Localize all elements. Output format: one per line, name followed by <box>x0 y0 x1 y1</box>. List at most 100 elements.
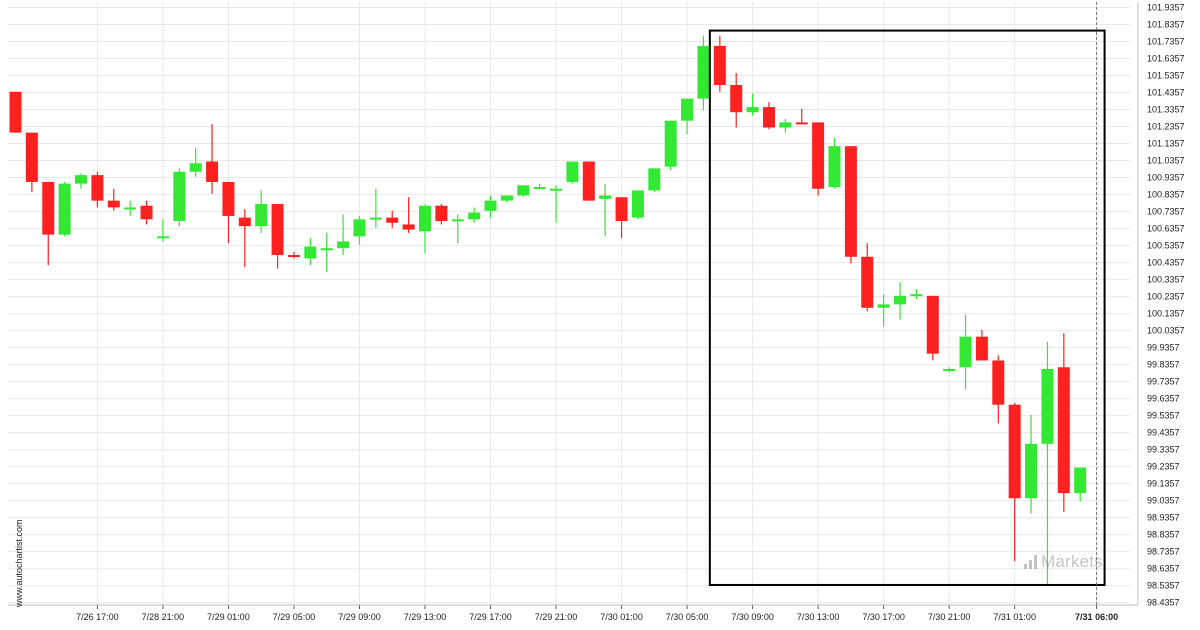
candlestick-series <box>9 35 1087 585</box>
x-tick-label: 7/29 13:00 <box>404 612 447 622</box>
y-tick-label: 98.8357 <box>1147 530 1180 540</box>
candle <box>795 108 808 125</box>
candle <box>500 195 513 203</box>
candle-body <box>615 197 628 222</box>
candle-body <box>402 224 415 230</box>
candle <box>468 207 481 223</box>
candle-body <box>337 241 350 249</box>
y-tick-label: 101.0357 <box>1147 156 1185 166</box>
candle-body <box>959 336 972 368</box>
candle-body <box>238 217 251 227</box>
candle <box>337 214 350 256</box>
candle-body <box>926 295 939 354</box>
watermark: www.autochartist.com <box>10 515 30 610</box>
candle <box>1057 333 1070 512</box>
y-tick-label: 99.1357 <box>1147 479 1180 489</box>
candle <box>1074 467 1087 502</box>
y-tick-label: 99.9357 <box>1147 343 1180 353</box>
candle <box>173 168 186 227</box>
candle <box>287 251 300 259</box>
candle-body <box>582 161 595 201</box>
candle <box>271 204 284 269</box>
candle-body <box>975 336 988 361</box>
candle <box>681 98 694 135</box>
y-tick-label: 98.6357 <box>1147 564 1180 574</box>
y-tick-label: 100.1357 <box>1147 309 1185 319</box>
bar-chart-icon <box>1024 555 1037 569</box>
candle <box>828 137 841 189</box>
x-tick-label: 7/31 01:00 <box>993 612 1036 622</box>
candle <box>1008 403 1021 562</box>
candle <box>156 219 169 242</box>
candle-body <box>500 195 513 201</box>
y-tick-label: 100.3357 <box>1147 275 1185 285</box>
x-tick-label: 7/30 21:00 <box>928 612 971 622</box>
candle-body <box>107 200 120 208</box>
candle-body <box>730 84 743 113</box>
candle <box>844 146 857 264</box>
y-tick-label: 99.6357 <box>1147 394 1180 404</box>
candle <box>730 73 743 128</box>
candle <box>255 190 268 233</box>
candle <box>566 161 579 184</box>
y-tick-label: 101.3357 <box>1147 105 1185 115</box>
candle <box>533 183 546 190</box>
candle <box>517 185 530 198</box>
candle <box>599 183 612 237</box>
candle <box>615 197 628 239</box>
y-tick-label: 98.7357 <box>1147 547 1180 557</box>
x-tick-label: 7/30 17:00 <box>862 612 905 622</box>
candle-body <box>697 45 710 99</box>
candle-body <box>566 161 579 182</box>
candle-body <box>9 91 22 133</box>
candle <box>664 120 677 171</box>
candle-body <box>91 175 104 201</box>
candle-body <box>762 107 775 128</box>
candle <box>894 282 907 320</box>
candle <box>107 188 120 211</box>
candle-body <box>1008 404 1021 499</box>
y-tick-label: 100.7357 <box>1147 207 1185 217</box>
candle-body <box>271 204 284 256</box>
candle-body <box>828 146 841 188</box>
x-tick-label: 7/29 01:00 <box>207 612 250 622</box>
x-tick-label: 7/29 17:00 <box>469 612 512 622</box>
candle <box>402 197 415 233</box>
candle <box>926 295 939 361</box>
candle-body <box>468 212 481 220</box>
candle <box>140 200 153 225</box>
candle <box>779 119 792 133</box>
candle-body <box>1074 467 1087 494</box>
x-axis: 7/26 17:00 7/28 21:00 7/29 01:00 7/29 05:00… <box>8 604 1138 622</box>
brand-logo: Markets <box>1024 551 1103 573</box>
candle <box>75 173 88 189</box>
candle-body <box>222 181 235 216</box>
candle-body <box>746 107 759 113</box>
x-tick-label: 7/31 06:00 <box>1075 612 1118 622</box>
x-tick-label: 7/28 21:00 <box>142 612 185 622</box>
x-tick-label: 7/30 09:00 <box>731 612 774 622</box>
candle <box>451 214 464 244</box>
candle-body <box>173 171 186 222</box>
y-tick-label: 101.9357 <box>1147 3 1185 13</box>
candle-body <box>140 205 153 220</box>
y-tick-label: 100.0357 <box>1147 326 1185 336</box>
candle-body <box>910 294 923 297</box>
y-tick-label: 100.4357 <box>1147 258 1185 268</box>
candle-body <box>550 188 563 191</box>
y-tick-label: 101.2357 <box>1147 122 1185 132</box>
y-tick-label: 101.4357 <box>1147 88 1185 98</box>
candle <box>435 204 448 225</box>
candle <box>910 289 923 300</box>
y-tick-label: 99.7357 <box>1147 377 1180 387</box>
y-tick-label: 101.1357 <box>1147 139 1185 149</box>
candle <box>206 124 219 194</box>
candle <box>304 238 317 266</box>
candle-body <box>861 256 874 308</box>
candle-body <box>124 207 137 210</box>
candle <box>992 355 1005 424</box>
candle-body <box>451 219 464 222</box>
candle <box>648 168 661 193</box>
candle <box>238 209 251 267</box>
y-tick-label: 99.8357 <box>1147 360 1180 370</box>
